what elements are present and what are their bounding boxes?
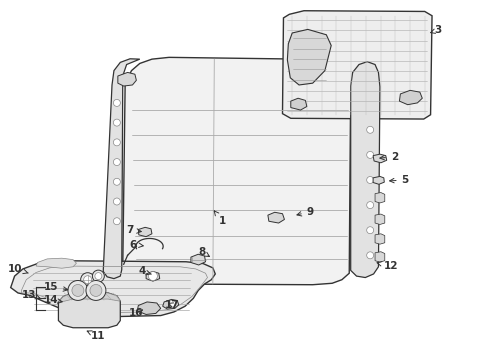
Circle shape <box>113 198 120 205</box>
Text: 16: 16 <box>129 308 143 318</box>
Polygon shape <box>290 98 306 110</box>
Circle shape <box>72 284 84 296</box>
Text: 5: 5 <box>389 175 408 185</box>
Polygon shape <box>36 258 76 268</box>
Circle shape <box>92 270 104 282</box>
Circle shape <box>113 218 120 225</box>
Circle shape <box>366 152 373 158</box>
Text: 15: 15 <box>43 282 68 292</box>
Circle shape <box>113 178 120 185</box>
Circle shape <box>113 139 120 146</box>
Circle shape <box>148 272 157 280</box>
Circle shape <box>113 99 120 107</box>
Circle shape <box>366 126 373 133</box>
Text: 7: 7 <box>126 225 141 235</box>
Polygon shape <box>58 293 120 328</box>
Polygon shape <box>146 271 160 281</box>
Polygon shape <box>374 234 384 244</box>
Circle shape <box>366 202 373 208</box>
Text: 11: 11 <box>87 331 105 341</box>
Polygon shape <box>350 62 379 278</box>
Circle shape <box>95 273 102 280</box>
Text: 2: 2 <box>379 152 397 162</box>
Polygon shape <box>374 193 384 203</box>
Polygon shape <box>58 293 120 302</box>
Polygon shape <box>372 176 384 184</box>
Polygon shape <box>374 252 384 262</box>
Polygon shape <box>372 154 386 163</box>
Text: 12: 12 <box>376 261 397 271</box>
Text: 14: 14 <box>43 295 62 305</box>
Polygon shape <box>138 227 152 237</box>
Text: 3: 3 <box>430 25 441 35</box>
Polygon shape <box>287 30 330 85</box>
Text: 6: 6 <box>129 239 143 249</box>
Polygon shape <box>118 72 136 86</box>
Polygon shape <box>374 214 384 225</box>
Text: 1: 1 <box>214 211 226 226</box>
Polygon shape <box>163 300 179 309</box>
Polygon shape <box>282 11 431 119</box>
Circle shape <box>168 300 176 307</box>
Polygon shape <box>103 59 140 279</box>
Text: 17: 17 <box>165 300 180 310</box>
Polygon shape <box>267 212 284 223</box>
Circle shape <box>366 227 373 234</box>
Text: 9: 9 <box>296 207 313 217</box>
Circle shape <box>90 284 102 296</box>
Text: 8: 8 <box>198 247 209 257</box>
Polygon shape <box>137 302 161 315</box>
Polygon shape <box>122 57 350 285</box>
Polygon shape <box>190 254 205 265</box>
Circle shape <box>366 176 373 184</box>
Circle shape <box>86 280 106 300</box>
Circle shape <box>366 252 373 259</box>
Text: 13: 13 <box>22 290 40 300</box>
Polygon shape <box>399 90 422 105</box>
Text: 10: 10 <box>8 264 28 274</box>
Circle shape <box>83 276 91 284</box>
Text: 4: 4 <box>138 266 151 276</box>
Circle shape <box>113 159 120 166</box>
Circle shape <box>81 273 95 287</box>
Circle shape <box>68 280 88 300</box>
Polygon shape <box>11 261 215 317</box>
Circle shape <box>113 119 120 126</box>
